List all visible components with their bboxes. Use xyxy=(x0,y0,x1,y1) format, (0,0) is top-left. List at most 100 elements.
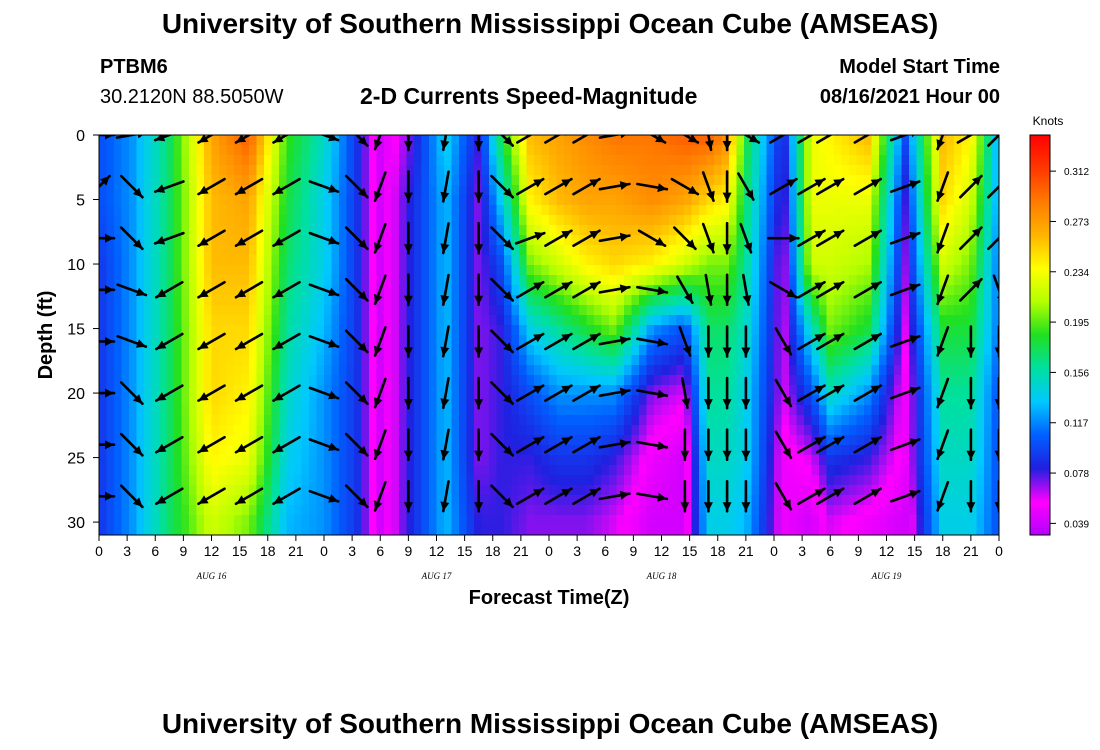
heatmap-cell xyxy=(826,465,835,476)
heatmap-cell xyxy=(834,245,843,256)
heatmap-cell xyxy=(264,375,273,386)
heatmap-cell xyxy=(459,205,468,216)
heatmap-cell xyxy=(609,365,618,376)
heatmap-cell xyxy=(714,245,723,256)
heatmap-cell xyxy=(841,185,850,196)
heatmap-cell xyxy=(391,515,400,526)
heatmap-cell xyxy=(946,515,955,526)
heatmap-cell xyxy=(234,305,243,316)
heatmap-cell xyxy=(406,335,415,346)
heatmap-cell xyxy=(511,175,520,186)
current-vector xyxy=(153,135,174,142)
heatmap-cell xyxy=(991,295,999,306)
heatmap-cell xyxy=(489,445,498,456)
heatmap-cell xyxy=(894,395,903,406)
heatmap-cell xyxy=(256,155,265,166)
heatmap-cell xyxy=(459,485,468,496)
heatmap-cell xyxy=(991,335,999,346)
heatmap-cell xyxy=(271,165,280,176)
heatmap-cell xyxy=(504,245,513,256)
heatmap-cell xyxy=(466,415,475,426)
heatmap-cell xyxy=(849,375,858,386)
heatmap-cell xyxy=(609,205,618,216)
heatmap-cell xyxy=(961,425,970,436)
heatmap-cell xyxy=(886,355,895,366)
heatmap-cell xyxy=(684,225,693,236)
heatmap-cell xyxy=(969,485,978,496)
heatmap-cell xyxy=(136,315,145,326)
heatmap-cell xyxy=(391,285,400,296)
heatmap-cell xyxy=(384,405,393,416)
heatmap-cell xyxy=(601,335,610,346)
heatmap-cell xyxy=(226,215,235,226)
heatmap-cell xyxy=(826,525,835,535)
heatmap-cell xyxy=(871,235,880,246)
heatmap-cell xyxy=(826,485,835,496)
heatmap-cell xyxy=(166,395,175,406)
heatmap-cell xyxy=(646,445,655,456)
heatmap-cell xyxy=(489,325,498,336)
heatmap-cell xyxy=(571,485,580,496)
heatmap-cell xyxy=(436,295,445,306)
heatmap-cell xyxy=(519,415,528,426)
heatmap-cell xyxy=(459,455,468,466)
heatmap-cell xyxy=(301,325,310,336)
heatmap-cell xyxy=(759,365,768,376)
heatmap-cell xyxy=(871,155,880,166)
heatmap-cell xyxy=(444,385,453,396)
heatmap-cell xyxy=(549,465,558,476)
heatmap-cell xyxy=(444,455,453,466)
heatmap-cell xyxy=(736,455,745,466)
heatmap-cell xyxy=(136,335,145,346)
heatmap-cell xyxy=(541,365,550,376)
heatmap-cell xyxy=(811,165,820,176)
heatmap-cell xyxy=(609,315,618,326)
heatmap-cell xyxy=(459,475,468,486)
heatmap-cell xyxy=(669,335,678,346)
heatmap-cell xyxy=(489,335,498,346)
heatmap-cell xyxy=(354,225,363,236)
heatmap-cell xyxy=(601,205,610,216)
heatmap-cell xyxy=(181,235,190,246)
heatmap-cell xyxy=(931,255,940,266)
heatmap-cell xyxy=(856,235,865,246)
heatmap-cell xyxy=(106,145,115,156)
heatmap-cell xyxy=(166,385,175,396)
heatmap-cell xyxy=(916,455,925,466)
heatmap-cell xyxy=(856,245,865,256)
heatmap-cell xyxy=(451,135,460,146)
heatmap-cell xyxy=(511,525,520,535)
current-vector xyxy=(572,384,601,402)
current-vector xyxy=(373,429,387,461)
heatmap-cell xyxy=(339,155,348,166)
heatmap-cell xyxy=(241,465,250,476)
heatmap-cell xyxy=(894,475,903,486)
heatmap-cell xyxy=(976,355,985,366)
heatmap-cell xyxy=(489,505,498,516)
heatmap-cell xyxy=(196,295,205,306)
heatmap-cell xyxy=(249,505,258,516)
current-vector xyxy=(636,337,669,347)
heatmap-cell xyxy=(961,145,970,156)
heatmap-cell xyxy=(211,395,220,406)
heatmap-cell xyxy=(331,255,340,266)
heatmap-cell xyxy=(684,175,693,186)
heatmap-cell xyxy=(181,205,190,216)
heatmap-cell xyxy=(181,525,190,535)
heatmap-cell xyxy=(894,335,903,346)
heatmap-cell xyxy=(144,235,153,246)
heatmap-cell xyxy=(361,215,370,226)
heatmap-cell xyxy=(916,445,925,456)
heatmap-cell xyxy=(451,445,460,456)
heatmap-cell xyxy=(789,165,798,176)
heatmap-cell xyxy=(511,385,520,396)
heatmap-cell xyxy=(864,185,873,196)
heatmap-cell xyxy=(849,325,858,336)
heatmap-cell xyxy=(586,465,595,476)
heatmap-cell xyxy=(579,245,588,256)
heatmap-cell xyxy=(519,455,528,466)
heatmap-cell xyxy=(151,155,160,166)
heatmap-cell xyxy=(279,265,288,276)
heatmap-cell xyxy=(691,375,700,386)
heatmap-cell xyxy=(106,235,115,246)
